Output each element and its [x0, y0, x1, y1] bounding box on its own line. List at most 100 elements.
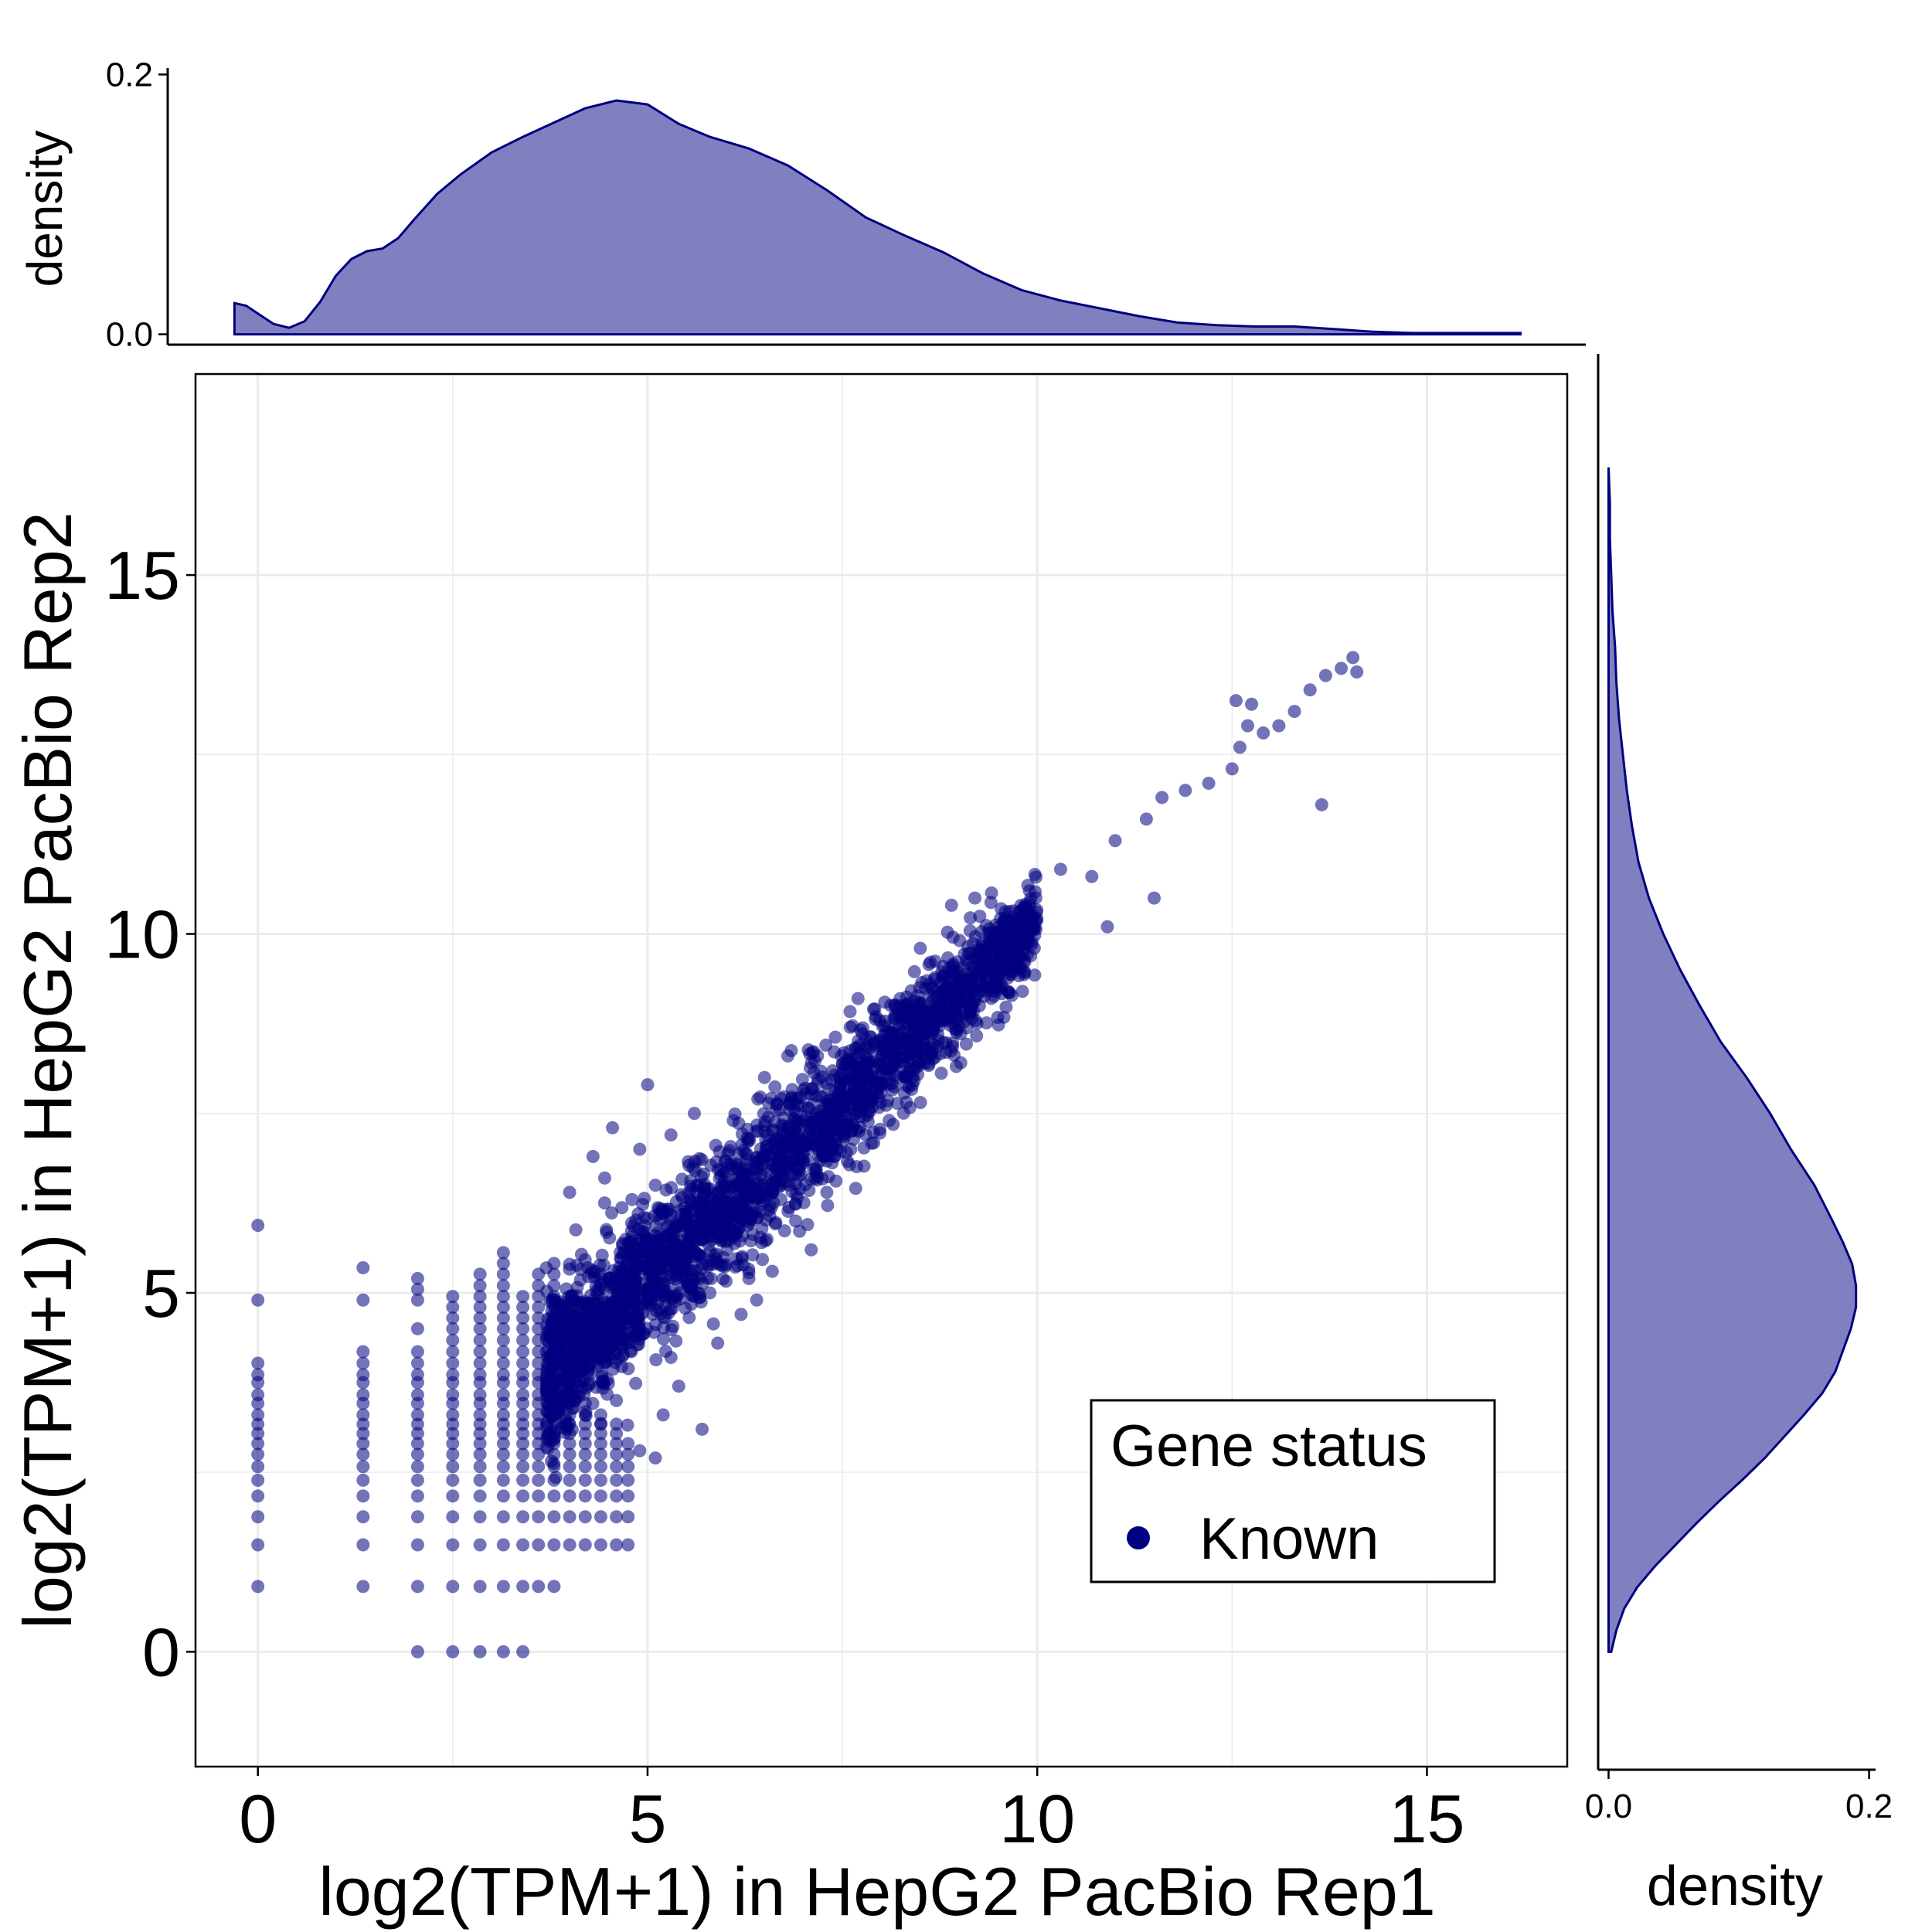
scatter-point [648, 1179, 662, 1192]
scatter-point [446, 1333, 460, 1347]
right-density-area [1607, 467, 1858, 1653]
scatter-point [654, 1248, 668, 1262]
scatter-point [594, 1437, 607, 1451]
scatter-point [356, 1368, 370, 1382]
scatter-point [625, 1234, 639, 1248]
scatter-points [251, 651, 1364, 1658]
scatter-point [689, 1163, 702, 1177]
scatter-point [1053, 862, 1067, 876]
scatter-point [496, 1417, 510, 1431]
scatter-point [594, 1473, 607, 1487]
scatter-point [547, 1279, 561, 1293]
scatter-point [939, 1046, 953, 1060]
scatter-point [532, 1311, 546, 1325]
scatter-point [496, 1460, 510, 1474]
scatter-point [696, 1277, 709, 1291]
scatter-point [750, 1293, 764, 1307]
scatter-point [696, 1257, 709, 1271]
scatter-point [890, 1097, 904, 1111]
scatter-point [1028, 968, 1042, 982]
scatter-point [902, 1048, 916, 1062]
scatter-point [1315, 798, 1328, 811]
scatter-point [547, 1437, 561, 1451]
scatter-point [705, 1233, 719, 1247]
scatter-point [621, 1447, 635, 1461]
scatter-point [410, 1489, 424, 1503]
scatter-point [865, 1055, 879, 1069]
scatter-point [532, 1489, 546, 1503]
scatter-point [516, 1368, 530, 1382]
scatter-point [595, 1318, 609, 1332]
scatter-point [586, 1149, 600, 1163]
scatter-point [473, 1311, 487, 1325]
scatter-point [251, 1368, 265, 1382]
scatter-point [473, 1645, 487, 1658]
scatter-point [356, 1580, 370, 1594]
scatter-point [496, 1408, 510, 1422]
scatter-point [547, 1345, 561, 1359]
scatter-point [1100, 920, 1114, 934]
scatter-point [563, 1185, 577, 1199]
scatter-y-label: log2(TPM+1) in HepG2 PacBio Rep2 [9, 512, 86, 1628]
scatter-point [740, 1152, 753, 1166]
scatter-point [547, 1510, 561, 1524]
scatter-point [496, 1257, 510, 1270]
scatter-point [597, 1258, 611, 1272]
scatter-point [746, 1248, 760, 1262]
scatter-point [578, 1417, 592, 1431]
scatter-point [805, 1116, 819, 1130]
scatter-point [516, 1345, 530, 1359]
scatter-point [547, 1321, 561, 1335]
scatter-point [516, 1645, 530, 1658]
scatter-point [578, 1437, 592, 1451]
scatter-point [715, 1229, 729, 1243]
scatter-point [913, 1096, 927, 1110]
scatter-point [563, 1427, 577, 1440]
scatter-point [883, 1114, 896, 1128]
scatter-point [883, 1029, 896, 1043]
scatter-point [410, 1271, 424, 1285]
scatter-point [1030, 912, 1044, 926]
scatter-point [789, 1214, 803, 1228]
scatter-point [446, 1447, 460, 1461]
scatter-point [563, 1489, 577, 1503]
scatter-point [906, 1078, 920, 1092]
scatter-point [682, 1311, 696, 1325]
scatter-point [532, 1408, 546, 1422]
scatter-panel: 0 5 10 15 0 5 10 15 log2(TPM+1) in HepG2 PacBi… [9, 372, 1569, 1930]
scatter-point [682, 1236, 696, 1250]
scatter-point [696, 1422, 709, 1436]
scatter-point [410, 1345, 424, 1359]
scatter-point [874, 1087, 888, 1100]
scatter-point [736, 1209, 750, 1223]
scatter-point [820, 1077, 834, 1090]
scatter-point [829, 1138, 843, 1152]
scatter-point [997, 949, 1011, 963]
scatter-point [251, 1219, 265, 1233]
scatter-point [410, 1356, 424, 1370]
scatter-point [949, 1060, 963, 1073]
scatter-point [621, 1510, 635, 1524]
scatter-point [565, 1298, 579, 1312]
scatter-point [251, 1489, 265, 1503]
scatter-point [446, 1290, 460, 1304]
scatter-point [923, 955, 937, 969]
scatter-point [843, 1020, 857, 1034]
scatter-point [610, 1510, 624, 1524]
scatter-point [410, 1427, 424, 1440]
scatter-point [1015, 985, 1029, 998]
scatter-point [992, 1018, 1005, 1032]
scatter-point [851, 992, 865, 1005]
scatter-point [791, 1142, 804, 1156]
scatter-point [446, 1473, 460, 1487]
scatter-point [849, 1182, 862, 1196]
scatter-point [603, 1231, 617, 1245]
scatter-point [473, 1345, 487, 1359]
scatter-point [496, 1279, 510, 1293]
scatter-point [594, 1427, 607, 1440]
top-density-y-ticks: 0.0 0.2 [106, 56, 168, 354]
scatter-point [862, 1104, 876, 1117]
scatter-point [767, 1196, 781, 1209]
scatter-point [624, 1224, 638, 1238]
scatter-point [606, 1121, 620, 1134]
